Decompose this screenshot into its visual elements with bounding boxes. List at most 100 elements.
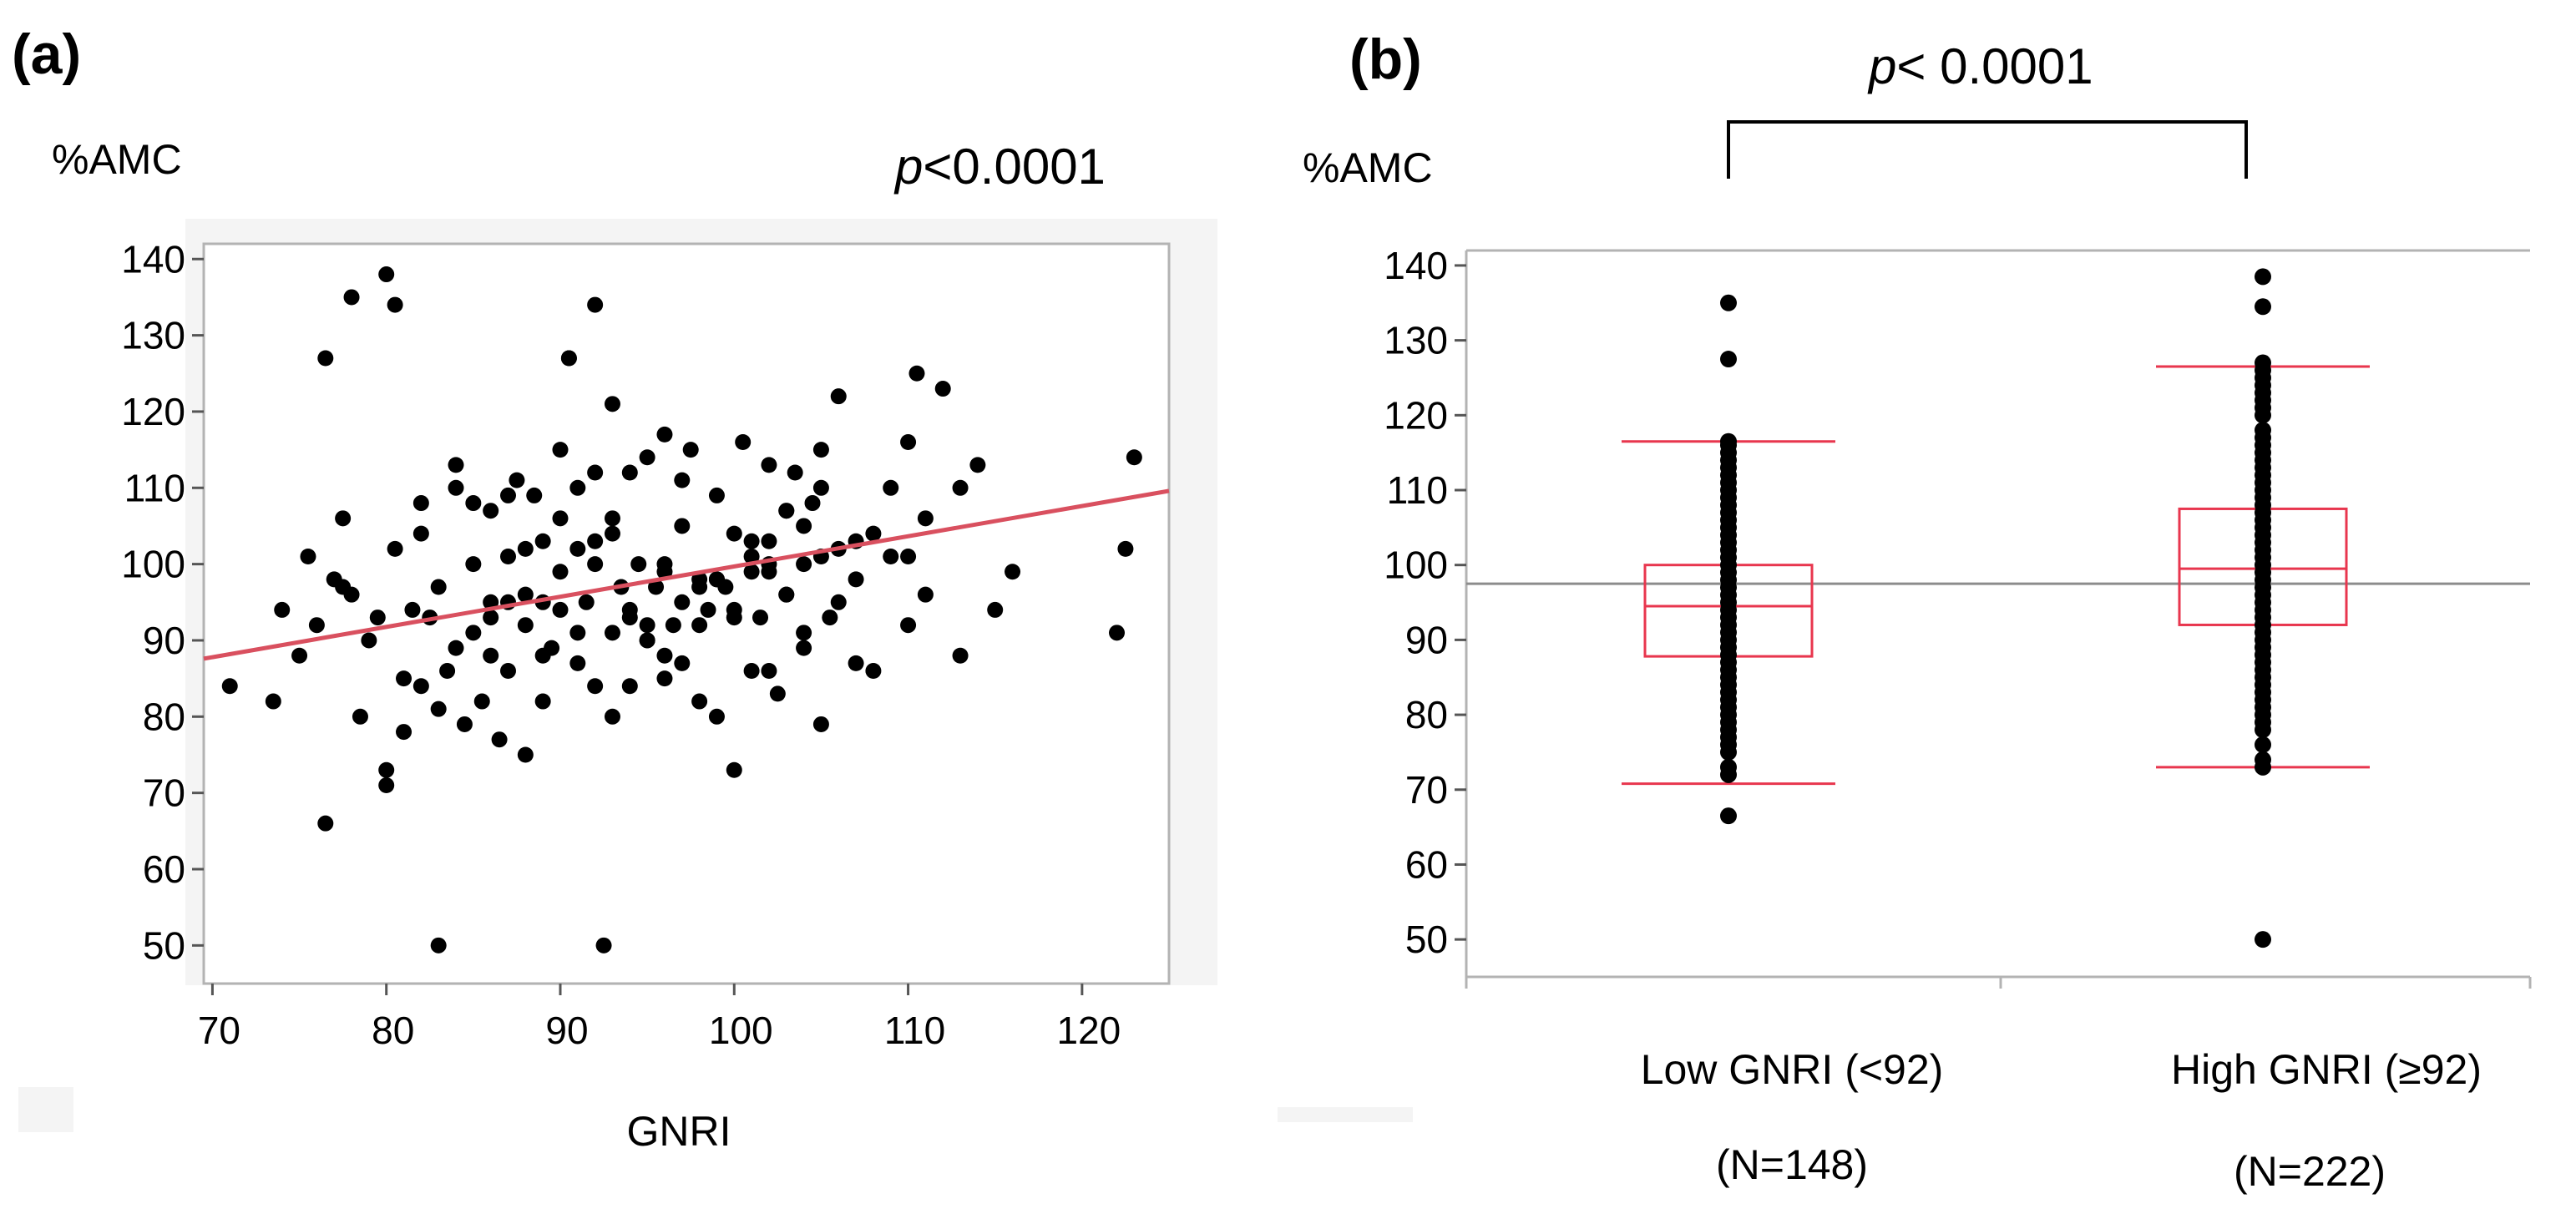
panel-b-categories: Low GNRI (<92) (N=148) High GNRI (≥92) (N=2… xyxy=(1641,1046,2482,1195)
panel-a-data-point xyxy=(804,495,821,512)
panel-a-data-point xyxy=(865,525,882,542)
panel-a-data-point xyxy=(1117,540,1134,557)
panel-b-y-axis-label: %AMC xyxy=(1303,144,1433,191)
panel-a-data-point xyxy=(430,937,447,953)
panel-b-boxplot: (b) %AMC p< 0.0001 50 60 70 80 90 100 110 120 13… xyxy=(1278,28,2532,1195)
panel-a-data-point xyxy=(769,685,786,702)
panel-b-category-n: (N=222) xyxy=(2234,1148,2386,1195)
panel-a-data-point xyxy=(526,487,543,503)
panel-a-data-point xyxy=(465,556,482,573)
panel-a-data-point xyxy=(473,693,490,710)
panel-a-data-point xyxy=(917,586,934,603)
panel-a-x-axis-label: GNRI xyxy=(627,1108,731,1155)
panel-a-data-point xyxy=(761,457,777,473)
panel-b-data-point xyxy=(2255,931,2271,948)
panel-a-data-point xyxy=(300,548,316,564)
panel-a-data-point xyxy=(308,617,325,634)
panel-a-data-point xyxy=(761,663,777,680)
panel-b-y-tick-label: 50 xyxy=(1405,918,1448,961)
panel-a-data-point xyxy=(552,564,569,580)
panel-a-data-point xyxy=(412,678,429,695)
panel-a-data-point xyxy=(812,442,829,458)
panel-a-data-point xyxy=(656,670,673,687)
panel-a-data-point xyxy=(387,296,403,313)
panel-a-p-value: p<0.0001 xyxy=(893,139,1106,195)
panel-a-data-point xyxy=(412,525,429,542)
panel-a-plot-area xyxy=(202,242,1171,985)
panel-a-y-tick-label: 90 xyxy=(143,619,185,662)
panel-a-data-point xyxy=(900,433,917,450)
panel-a-data-point xyxy=(761,533,777,549)
panel-a-data-point xyxy=(343,586,360,603)
panel-a-data-point xyxy=(691,579,708,595)
panel-a-data-point xyxy=(674,655,691,671)
panel-a-data-point xyxy=(544,640,560,656)
panel-a-y-tick-label: 140 xyxy=(121,237,185,281)
panel-a-data-point xyxy=(726,761,742,778)
panel-a-data-point xyxy=(587,296,604,313)
panel-a-scatter: (a) %AMC p<0.0001 GNRI 50 60 70 80 90 100 110 1… xyxy=(12,23,1217,1155)
panel-a-data-point xyxy=(509,472,525,488)
panel-b-p-symbol: p xyxy=(1867,38,1896,94)
panel-a-data-point xyxy=(708,708,725,725)
panel-b-category-label: Low GNRI (<92) xyxy=(1641,1046,1944,1093)
panel-a-data-point xyxy=(796,625,812,641)
panel-b-data-point xyxy=(1720,807,1737,825)
panel-a-x-ticks: 70 80 90 100 110 120 xyxy=(198,984,1121,1052)
panel-a-data-point xyxy=(369,610,386,626)
panel-a-y-axis-label: %AMC xyxy=(52,136,182,183)
panel-b-y-ticks: 50 60 70 80 90 100 110 120 130 140 xyxy=(1384,244,1466,961)
panel-b-legend-swatch xyxy=(1278,1107,1413,1122)
panel-a-data-point xyxy=(352,708,368,725)
panel-a-data-point xyxy=(343,289,360,306)
panel-a-x-tick-label: 120 xyxy=(1056,1009,1121,1052)
panel-a-x-tick-label: 110 xyxy=(884,1009,945,1052)
panel-a-y-ticks: 50 60 70 80 90 100 110 120 130 140 xyxy=(121,237,204,967)
panel-b-data-point xyxy=(2255,422,2271,439)
panel-b-data-point xyxy=(1720,758,1737,776)
panel-a-data-point xyxy=(812,479,829,496)
panel-a-data-point xyxy=(665,617,681,634)
panel-a-data-point xyxy=(378,266,395,283)
panel-a-data-point xyxy=(465,625,482,641)
panel-b-data-point xyxy=(2255,354,2271,372)
panel-b-y-tick-label: 130 xyxy=(1384,319,1448,362)
panel-a-p-number: <0.0001 xyxy=(923,139,1106,195)
panel-a-data-point xyxy=(378,777,395,794)
panel-a-data-point xyxy=(674,594,691,610)
panel-a-legend-swatch xyxy=(18,1087,73,1132)
panel-a-data-point xyxy=(639,617,655,634)
panel-a-data-point xyxy=(465,495,482,512)
panel-a-data-point xyxy=(830,388,847,405)
panel-a-x-tick-label: 80 xyxy=(372,1009,414,1052)
panel-a-data-point xyxy=(404,601,421,618)
panel-a-regression-line xyxy=(203,488,1170,661)
panel-a-data-point xyxy=(587,464,604,481)
panel-a-data-point xyxy=(595,937,612,953)
panel-a-data-point xyxy=(743,663,760,680)
panel-a-data-point xyxy=(883,548,899,564)
panel-a-data-point xyxy=(952,479,969,496)
panel-a-data-point xyxy=(822,610,838,626)
panel-a-data-point xyxy=(1005,564,1021,580)
panel-a-x-tick-label: 70 xyxy=(198,1009,240,1052)
panel-a-data-point xyxy=(378,761,395,778)
panel-a-data-point xyxy=(491,731,508,748)
panel-a-data-point xyxy=(534,533,551,549)
panel-a-data-point xyxy=(221,678,238,695)
panel-a-data-point xyxy=(456,716,473,732)
panel-a-data-point xyxy=(621,464,638,481)
panel-b-y-tick-label: 80 xyxy=(1405,693,1448,736)
panel-a-data-point xyxy=(621,678,638,695)
panel-a-points xyxy=(221,266,1142,953)
panel-a-data-point xyxy=(448,479,464,496)
panel-b-y-tick-label: 70 xyxy=(1405,768,1448,812)
panel-a-data-point xyxy=(908,365,925,382)
panel-b-data-point xyxy=(2255,751,2271,768)
panel-b-y-tick-label: 120 xyxy=(1384,393,1448,437)
panel-a-data-point xyxy=(952,647,969,664)
panel-a-y-tick-label: 50 xyxy=(143,923,185,967)
panel-a-data-point xyxy=(412,495,429,512)
panel-a-data-point xyxy=(656,564,673,580)
